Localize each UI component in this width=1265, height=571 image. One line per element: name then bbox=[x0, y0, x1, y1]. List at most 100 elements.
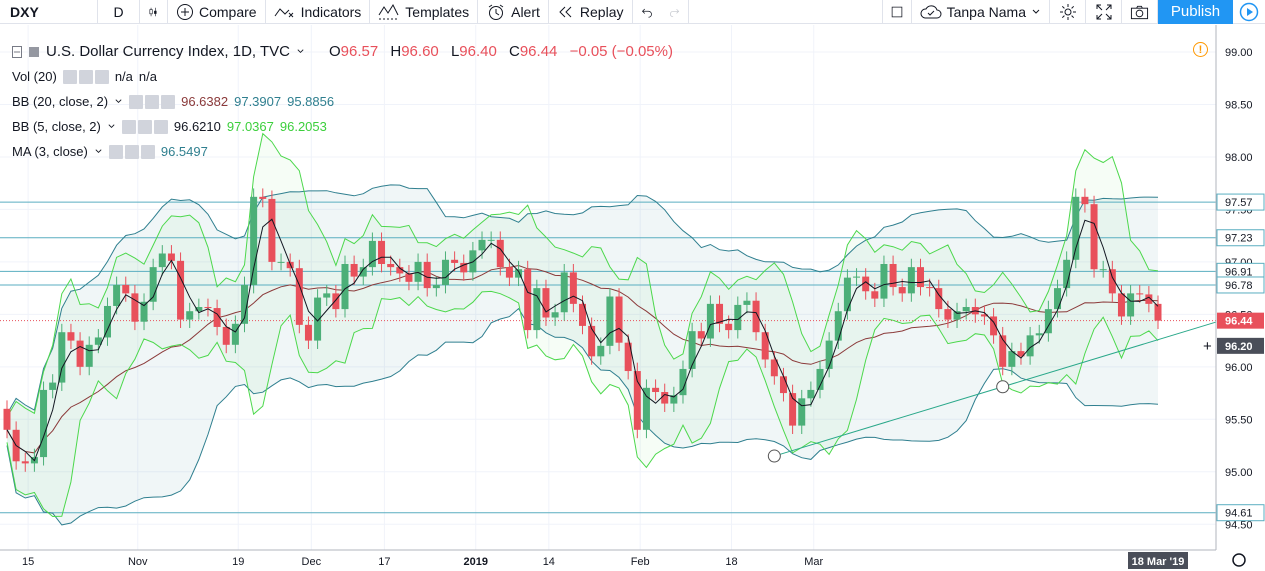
close-value: 96.44 bbox=[519, 43, 558, 60]
replay-button[interactable]: Replay bbox=[549, 0, 633, 24]
candle-body bbox=[460, 262, 468, 273]
candle-body bbox=[259, 196, 267, 199]
low-value: 96.40 bbox=[459, 43, 497, 60]
settings-icon[interactable] bbox=[145, 94, 160, 109]
trend-anchor-point bbox=[996, 380, 1010, 394]
time-tick-label: 2019 bbox=[464, 556, 488, 568]
candle-body bbox=[524, 269, 532, 331]
candle-body bbox=[167, 253, 175, 261]
candle-body bbox=[1108, 269, 1116, 294]
symbol-search[interactable]: DXY bbox=[0, 0, 98, 24]
chevron-down-icon[interactable] bbox=[94, 147, 103, 156]
bb5-name[interactable]: BB (5, close, 2) bbox=[12, 119, 101, 134]
candle-body bbox=[752, 300, 760, 333]
indicators-button[interactable]: Indicators bbox=[266, 0, 371, 24]
candle-body bbox=[633, 371, 641, 430]
candle-body bbox=[1099, 269, 1107, 271]
gear-icon[interactable] bbox=[1232, 553, 1246, 567]
low-label: L bbox=[450, 43, 460, 60]
close-icon[interactable] bbox=[153, 119, 168, 134]
crosshair-date-label: 18 Mar '19 bbox=[1132, 556, 1185, 568]
compare-button[interactable]: Compare bbox=[168, 0, 266, 24]
alert-button[interactable]: Alert bbox=[478, 0, 549, 24]
candle-body bbox=[58, 332, 66, 383]
candle-body bbox=[341, 263, 349, 310]
candle-body bbox=[21, 461, 29, 464]
rewind-icon bbox=[559, 6, 572, 17]
candle-body bbox=[697, 331, 705, 339]
candle-body bbox=[268, 198, 276, 262]
publish-button[interactable]: Publish bbox=[1158, 0, 1233, 24]
candle-body bbox=[569, 272, 577, 304]
candle-body bbox=[241, 284, 249, 324]
candle-body bbox=[359, 267, 367, 277]
close-icon[interactable] bbox=[140, 144, 155, 159]
ma-name[interactable]: MA (3, close) bbox=[12, 144, 88, 159]
settings-icon[interactable] bbox=[124, 144, 139, 159]
eye-icon[interactable] bbox=[108, 144, 123, 159]
bb5-upper: 97.0367 bbox=[226, 119, 274, 134]
top-toolbar: DXY D Compare Indicators Templates Alert… bbox=[0, 0, 1265, 24]
candle-body bbox=[1026, 335, 1034, 357]
bb20-name[interactable]: BB (20, close, 2) bbox=[12, 94, 109, 109]
level-label-box bbox=[1216, 504, 1265, 522]
chevron-down-icon[interactable] bbox=[114, 97, 123, 106]
candle-body bbox=[1090, 204, 1098, 270]
indicator-controls[interactable] bbox=[108, 144, 155, 159]
bb5-basis: 96.6210 bbox=[173, 119, 221, 134]
time-tick-label: Mar bbox=[804, 556, 823, 568]
indicator-controls[interactable] bbox=[129, 94, 176, 109]
candle-body bbox=[862, 276, 870, 292]
candle-body bbox=[451, 259, 459, 263]
bb5-lower-line bbox=[6, 290, 1159, 518]
candle-body bbox=[103, 305, 111, 338]
close-icon[interactable] bbox=[161, 94, 176, 109]
candle-body bbox=[1054, 288, 1062, 310]
chevron-down-icon bbox=[1032, 9, 1040, 14]
settings-icon[interactable] bbox=[78, 69, 93, 84]
gear-icon bbox=[1059, 3, 1076, 20]
symbol-title[interactable]: U.S. Dollar Currency Index, 1D, TVC bbox=[46, 43, 290, 60]
interval-selector[interactable]: D bbox=[98, 0, 140, 24]
layout-name-button[interactable]: Tanpa Nama bbox=[912, 0, 1050, 24]
settings-button[interactable] bbox=[1050, 0, 1086, 24]
crosshair-date-box bbox=[1128, 552, 1188, 569]
templates-label: Templates bbox=[405, 3, 470, 20]
chart-area[interactable]: 99.0098.5098.0097.5097.0096.5096.0095.50… bbox=[0, 25, 1265, 571]
fullscreen-panel-button[interactable] bbox=[881, 0, 912, 24]
play-button[interactable] bbox=[1233, 0, 1265, 24]
price-chart[interactable]: 99.0098.5098.0097.5097.0096.5096.0095.50… bbox=[0, 25, 1265, 571]
bb5-legend: BB (5, close, 2) 96.6210 97.0367 96.2053 bbox=[12, 114, 673, 139]
snapshot-button[interactable] bbox=[1122, 0, 1158, 24]
high-label: H bbox=[390, 43, 402, 60]
candle-body bbox=[688, 331, 696, 369]
plus-circle-icon bbox=[177, 3, 193, 20]
settings-icon[interactable] bbox=[137, 119, 152, 134]
chevron-down-icon[interactable] bbox=[107, 122, 116, 131]
candle-body bbox=[533, 288, 541, 331]
chevron-down-icon[interactable] bbox=[296, 47, 305, 56]
candle-body bbox=[789, 393, 797, 426]
volume-name[interactable]: Vol (20) bbox=[12, 69, 57, 84]
undo-button[interactable] bbox=[633, 0, 661, 24]
collapse-icon[interactable] bbox=[12, 45, 22, 58]
eye-icon[interactable] bbox=[62, 69, 77, 84]
bb20-basis: 96.6382 bbox=[181, 94, 229, 109]
indicator-controls[interactable] bbox=[121, 119, 168, 134]
expand-icon bbox=[1096, 4, 1111, 19]
eye-icon[interactable] bbox=[129, 94, 144, 109]
chart-style-button[interactable] bbox=[140, 0, 168, 24]
templates-button[interactable]: Templates bbox=[370, 0, 479, 24]
redo-button[interactable] bbox=[661, 0, 689, 24]
candle-body bbox=[935, 288, 943, 310]
fullscreen-button[interactable] bbox=[1086, 0, 1122, 24]
layout-name-label: Tanpa Nama bbox=[946, 3, 1026, 20]
candle-body bbox=[670, 395, 678, 404]
warning-icon[interactable]: ! bbox=[1193, 42, 1208, 57]
candle-body bbox=[1035, 333, 1043, 336]
eye-icon[interactable] bbox=[121, 119, 136, 134]
close-icon[interactable] bbox=[94, 69, 109, 84]
candle-body bbox=[478, 239, 486, 251]
candle-body bbox=[177, 260, 185, 320]
indicator-controls[interactable] bbox=[62, 69, 109, 84]
